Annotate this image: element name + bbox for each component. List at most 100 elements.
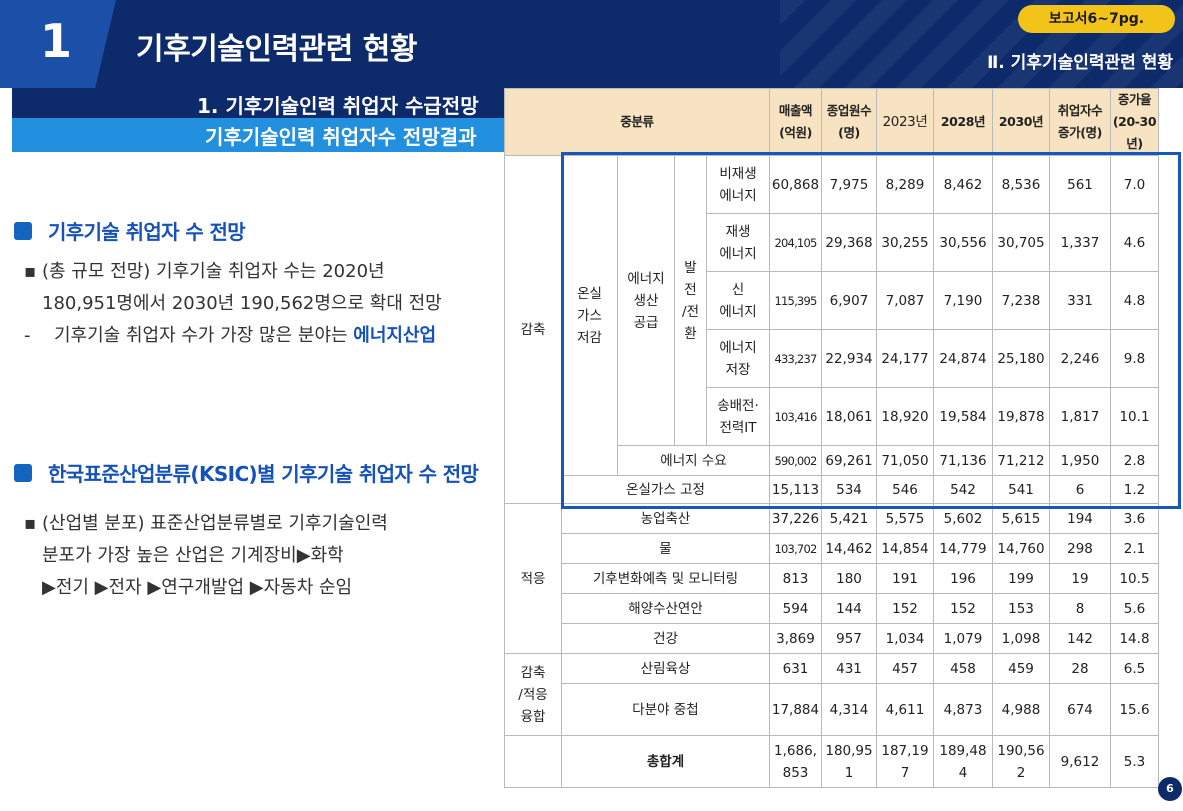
cell-sales: 594	[769, 593, 822, 624]
row-label: 신 에너지	[706, 271, 770, 330]
cell-2030: 25,180	[992, 329, 1050, 388]
group-text: 저감	[577, 329, 602, 346]
cell-rate: 15.6	[1110, 683, 1159, 736]
cell-sales: 590,002	[769, 445, 822, 476]
cell-rate: 3.6	[1110, 503, 1159, 534]
group-text: 에너지	[627, 270, 665, 287]
label-text: 에너지	[719, 303, 757, 320]
cell-sales: 433,237	[769, 329, 822, 388]
cell-increase: 6	[1049, 475, 1111, 504]
cell-rate: 6.5	[1110, 653, 1159, 684]
cell-increase: 194	[1049, 503, 1111, 534]
square-bullet-icon	[14, 463, 32, 482]
cell-sales: 15,113	[769, 475, 822, 504]
cell-2030: 541	[992, 475, 1050, 504]
bullet-marker: ▪	[24, 261, 37, 282]
header-2028: 2028년	[933, 88, 993, 156]
cell-rate: 5.6	[1110, 593, 1159, 624]
header-text: 증가(명)	[1058, 125, 1102, 140]
text-span: 분포가 가장 높은 산업은 기계장비▶화학	[42, 545, 344, 566]
header-number-tab	[0, 0, 116, 88]
group-reduction: 감축	[504, 155, 562, 504]
cell-2023: 152	[876, 593, 934, 624]
cell-sales: 60,868	[769, 155, 822, 214]
table-total-row: 총합계 1,686, 853 180,95 1 187,19 7 189,48 4 19…	[504, 735, 1159, 788]
text-line: - 기후기술 취업자 수가 가장 많은 분야는 에너지산업	[24, 320, 442, 352]
cell-2030: 5,615	[992, 503, 1050, 534]
cell-increase: 142	[1049, 623, 1111, 654]
header-sales: 매출액 (억원)	[769, 88, 822, 156]
group-text: 환	[684, 325, 697, 342]
cell-rate: 4.6	[1110, 213, 1159, 272]
cell-2028: 4,873	[933, 683, 993, 736]
label-text: 저장	[725, 361, 751, 378]
group-text: 가스	[577, 307, 602, 324]
group-text: /적응	[518, 686, 548, 703]
table-row: 기후변화예측 및 모니터링 813 180 191 196 199 19 10.…	[505, 563, 1159, 594]
cell-2023: 24,177	[876, 329, 934, 388]
cell-rate: 10.5	[1110, 563, 1159, 594]
cell-workers: 7,975	[821, 155, 877, 214]
cell-workers: 5,421	[821, 503, 877, 534]
row-label: 재생 에너지	[706, 213, 770, 272]
header-text: (20-30년)	[1112, 114, 1157, 151]
cell-2023: 18,920	[876, 387, 934, 446]
cell-2030: 71,212	[992, 445, 1050, 476]
header-text: 종업원수	[826, 103, 872, 118]
text-line: ▪ (총 규모 전망) 기후기술 취업자 수는 2020년	[24, 256, 442, 288]
table-row: 재생 에너지 204,105 29,368 30,255 30,556 30,70…	[505, 213, 1159, 272]
row-label: 농업축산	[561, 503, 770, 534]
cell-workers: 29,368	[821, 213, 877, 272]
cell-2030: 153	[992, 593, 1050, 624]
dash-marker: -	[24, 325, 31, 346]
cell-2028: 5,602	[933, 503, 993, 534]
total-workers: 180,95 1	[821, 735, 877, 788]
cell-2028: 7,190	[933, 271, 993, 330]
page-header: 1 기후기술인력관련 현황 보고서6~7pg. Ⅱ. 기후기술인력관련 현황	[0, 0, 1183, 88]
cell-2028: 1,079	[933, 623, 993, 654]
cell-increase: 8	[1049, 593, 1111, 624]
cell-rate: 4.8	[1110, 271, 1159, 330]
cell-2028: 30,556	[933, 213, 993, 272]
cell-sales: 103,416	[769, 387, 822, 446]
cell-2030: 199	[992, 563, 1050, 594]
cell-2023: 546	[876, 475, 934, 504]
cell-2023: 4,611	[876, 683, 934, 736]
group-text: /전	[682, 303, 699, 320]
cell-2030: 1,098	[992, 623, 1050, 654]
label-text: 송배전·	[717, 397, 759, 414]
total-text: 4	[958, 764, 968, 781]
cell-2030: 19,878	[992, 387, 1050, 446]
section-title-2: 기후기술인력 취업자수 전망결과	[205, 125, 477, 149]
group-text: 공급	[633, 314, 659, 331]
cell-sales: 813	[769, 563, 822, 594]
cell-increase: 28	[1049, 653, 1111, 684]
group-text: 감축	[520, 664, 546, 681]
table-row: 다분야 중첩 17,884 4,314 4,611 4,873 4,988 67…	[505, 683, 1159, 736]
header-2023: 2023년	[876, 88, 934, 156]
row-label: 온실가스 고정	[561, 475, 770, 504]
cell-2028: 71,136	[933, 445, 993, 476]
cell-2028: 24,874	[933, 329, 993, 388]
highlight-energy-industry: 에너지산업	[353, 325, 437, 346]
cell-2030: 7,238	[992, 271, 1050, 330]
cell-increase: 331	[1049, 271, 1111, 330]
header-text: 매출액	[778, 103, 813, 118]
total-2030: 190,56 2	[992, 735, 1050, 788]
header-workers: 종업원수 (명)	[821, 88, 877, 156]
cell-2028: 542	[933, 475, 993, 504]
group-energy-supply: 에너지 생산 공급	[617, 155, 675, 446]
group-text: 융합	[520, 708, 546, 725]
cell-increase: 2,246	[1049, 329, 1111, 388]
cell-2028: 8,462	[933, 155, 993, 214]
row-label: 송배전· 전력IT	[706, 387, 770, 446]
chapter-title: Ⅱ. 기후기술인력관련 현황	[987, 53, 1173, 73]
cell-sales: 103,702	[769, 533, 822, 564]
total-sales: 1,686, 853	[769, 735, 822, 788]
label-text: 전력IT	[719, 419, 757, 436]
total-text: 187,19	[881, 742, 929, 759]
group-ghg-reduction: 온실 가스 저감	[561, 155, 618, 476]
cell-workers: 69,261	[821, 445, 877, 476]
text-line: 180,951명에서 2030년 190,562명으로 확대 전망	[24, 288, 442, 320]
